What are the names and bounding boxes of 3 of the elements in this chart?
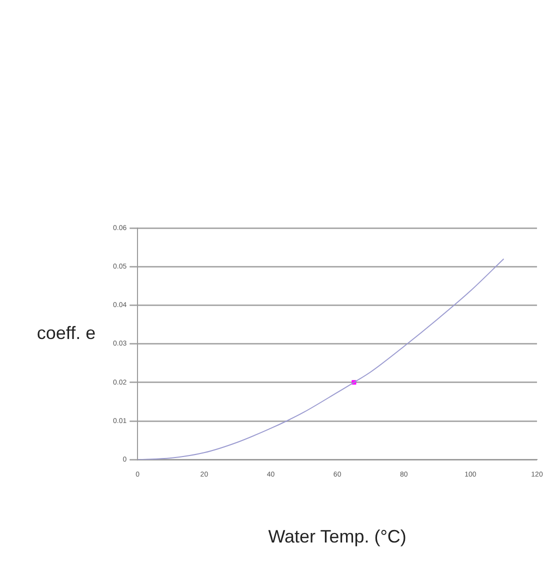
x-axis-title: Water Temp. (°C)	[268, 526, 406, 547]
y-axis-title: coeff. e	[36, 322, 96, 343]
line-series	[138, 258, 504, 460]
